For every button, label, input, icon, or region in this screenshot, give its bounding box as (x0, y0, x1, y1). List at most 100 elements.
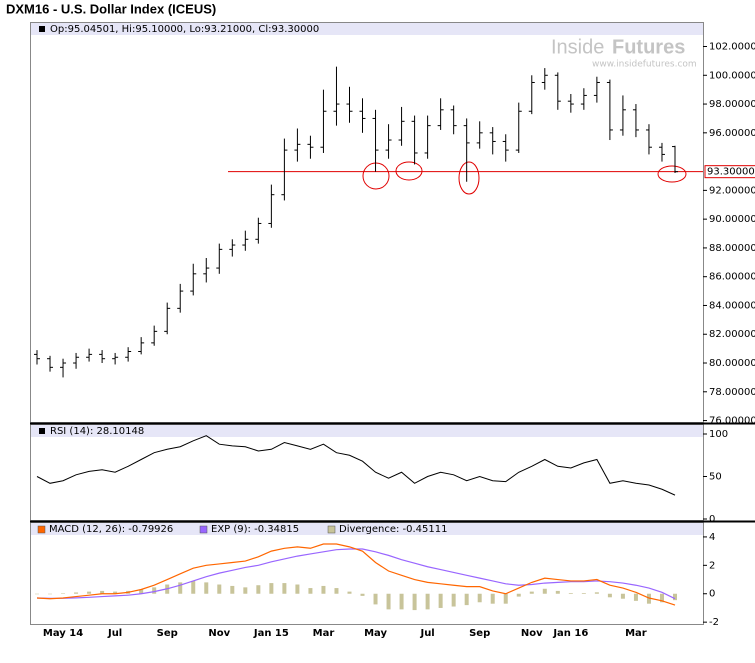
divergence-bar (360, 593, 365, 596)
divergence-bar (516, 593, 521, 597)
y-tick-label: 96.00000 (709, 128, 755, 139)
divergence-bar (100, 590, 105, 594)
x-tick-label: May (364, 628, 387, 639)
divergence-bar (35, 593, 39, 595)
circle (395, 161, 423, 181)
legend-marker (199, 525, 208, 534)
circle (657, 165, 687, 183)
divergence-bar (74, 592, 79, 594)
x-tick-label: Jan 16 (552, 628, 588, 639)
divergence-bar (451, 593, 456, 607)
divergence-bar (438, 593, 443, 608)
divergence-bar (673, 593, 677, 601)
reference-label: 93.30000 (707, 167, 755, 178)
y-tick-label: 86.00000 (709, 272, 755, 283)
x-tick-label: Nov (208, 628, 230, 639)
watermark-brand: Futures (612, 36, 685, 58)
divergence-bar (386, 593, 391, 610)
legend-marker (327, 525, 336, 534)
divergence-bar (542, 588, 547, 594)
divergence-bar (620, 593, 625, 599)
divergence-bar (412, 593, 417, 611)
x-tick-label: Mar (313, 628, 335, 639)
divergence-bar (282, 583, 287, 594)
divergence-bar (347, 591, 352, 594)
y-tick-label: 100 (709, 429, 728, 440)
legend-marker (39, 26, 45, 32)
divergence-bar (230, 585, 235, 594)
divergence-bar (191, 580, 196, 594)
legend-marker (37, 525, 46, 534)
divergence-bar (594, 592, 599, 594)
divergence-bar (152, 587, 157, 594)
divergence-bar (633, 593, 638, 601)
divergence-bar (48, 593, 53, 595)
divergence-bar (568, 593, 573, 594)
y-tick-label: 50 (709, 472, 722, 483)
y-tick-label: 92.00000 (709, 185, 755, 196)
y-tick-label: 84.00000 (709, 300, 755, 311)
divergence-bar (581, 593, 586, 594)
y-tick-label: 4 (709, 532, 715, 543)
price-header (31, 23, 703, 35)
reference-label-box (704, 165, 755, 179)
x-tick-label: Sep (469, 628, 490, 639)
divergence-bar (659, 593, 664, 603)
y-tick-label: 90.00000 (709, 214, 755, 225)
divergence-bar (373, 593, 378, 605)
divergence-bar (243, 587, 248, 594)
x-tick-label: Jan 15 (253, 628, 289, 639)
y-tick-label: -2 (709, 617, 719, 628)
y-tick-label: 88.00000 (709, 243, 755, 254)
divergence-bar (477, 593, 482, 603)
price-legend: Op:95.04501, Hi:95.10000, Lo:93.21000, C… (50, 24, 319, 35)
divergence-bar (113, 591, 118, 594)
divergence-bar (87, 591, 92, 594)
x-tick-label: Nov (521, 628, 543, 639)
divergence-bar (61, 593, 66, 594)
legend-label: Divergence: -0.45111 (339, 524, 447, 535)
y-tick-label: 98.00000 (709, 99, 755, 110)
divergence-bar (529, 591, 534, 594)
divergence-bar (308, 588, 313, 594)
divergence-bar (490, 593, 495, 604)
rsi-legend: RSI (14): 28.10148 (50, 426, 144, 437)
y-tick-label: 102.00000 (709, 42, 755, 53)
divergence-bar (321, 585, 326, 594)
x-tick-label: Mar (625, 628, 647, 639)
divergence-bar (425, 593, 430, 610)
legend-label: MACD (12, 26): -0.79926 (49, 524, 173, 535)
rsi-line (36, 435, 676, 496)
y-tick-label: 0 (709, 514, 715, 525)
chart-title: DXM16 - U.S. Dollar Index (ICEUS) (6, 1, 216, 16)
legend-marker (39, 428, 45, 434)
y-tick-label: 100.00000 (709, 70, 755, 81)
x-tick-label: Jul (107, 628, 122, 639)
y-tick-label: 80.00000 (709, 358, 755, 369)
rsi-header (31, 425, 703, 437)
y-tick-label: 76.00000 (709, 416, 755, 427)
divergence-bar (139, 589, 144, 594)
y-tick-label: 82.00000 (709, 329, 755, 340)
divergence-bar (607, 593, 612, 598)
divergence-bar (555, 590, 560, 594)
legend-label: EXP (9): -0.34815 (211, 524, 299, 535)
circle (458, 161, 480, 195)
watermark-url: www.insidefutures.com (592, 60, 697, 70)
divergence-bar (217, 584, 222, 594)
y-tick-label: 78.00000 (709, 387, 755, 398)
divergence-bar (204, 582, 209, 594)
y-tick-label: 0 (709, 589, 715, 600)
divergence-bar (464, 593, 469, 606)
macd-line (36, 543, 676, 606)
y-tick-label: 2 (709, 560, 715, 571)
watermark-brand: Inside (551, 36, 604, 58)
divergence-bar (269, 583, 274, 594)
divergence-bar (399, 593, 404, 610)
divergence-bar (646, 593, 651, 604)
divergence-bar (178, 582, 183, 594)
x-tick-label: Jul (419, 628, 434, 639)
x-tick-label: May 14 (43, 628, 83, 639)
